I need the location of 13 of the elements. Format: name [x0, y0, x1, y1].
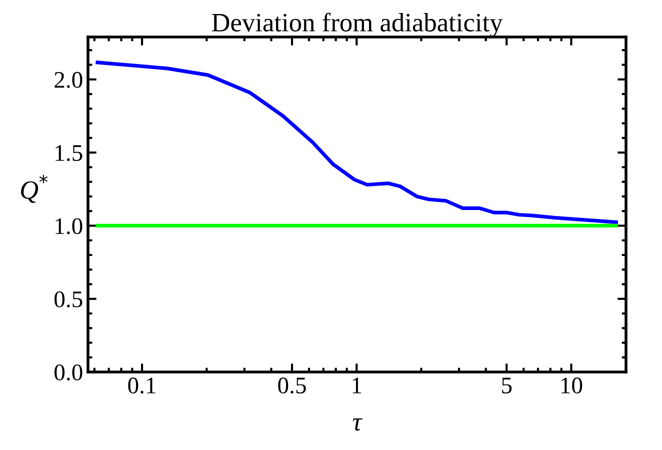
x-tick-label: 0.5	[278, 378, 306, 394]
y-tick-label: 0.0	[54, 364, 82, 381]
x-tick-label: 10	[561, 378, 582, 394]
y-tick-label: 1.0	[56, 218, 82, 234]
y-tick-label: 1.5	[56, 145, 82, 162]
x-tick-label: 1	[352, 378, 362, 394]
x-axis-title: τ	[352, 418, 363, 431]
x-tick-label: 5	[502, 378, 512, 394]
x-tick-label: 0.1	[128, 378, 156, 394]
y-axis-title: Q$^{*}$	[20, 174, 48, 203]
chart-title: Deviation from adiabaticity	[212, 12, 503, 37]
y-tick-label: 0.5	[54, 291, 82, 308]
y-tick-label: 2.0	[54, 72, 82, 88]
